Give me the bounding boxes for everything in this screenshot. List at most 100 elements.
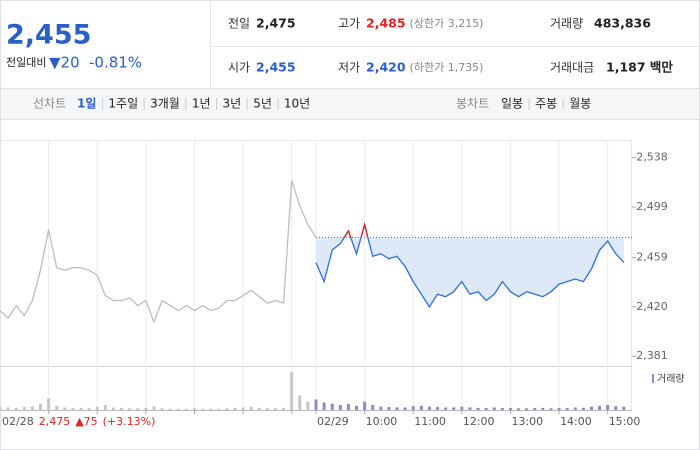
volume-bar xyxy=(290,372,294,410)
volume-bar xyxy=(346,404,350,410)
volume-bar xyxy=(565,407,569,410)
volume-bar xyxy=(265,408,269,410)
info-name: 거래량 xyxy=(550,17,583,31)
volume-bar xyxy=(622,406,626,410)
volume-bar xyxy=(136,408,140,410)
y-tick-label: 2,420 xyxy=(636,300,668,313)
tab-group-label: 선차트 xyxy=(33,97,66,111)
price-line xyxy=(0,180,317,324)
volume-bar xyxy=(257,407,261,410)
price-line-above-close xyxy=(343,222,369,238)
volume-bar xyxy=(306,401,310,410)
y-tick-label: 2,381 xyxy=(636,349,668,362)
info-name: 거래대금 xyxy=(550,61,594,75)
x-tick-label: 12:00 xyxy=(463,415,495,428)
period-tab[interactable]: 1일 xyxy=(77,97,96,111)
volume-bar xyxy=(152,406,156,410)
volume-bar xyxy=(47,398,51,410)
volume-bar xyxy=(322,402,326,410)
volume-bar xyxy=(387,407,391,410)
volume-bar xyxy=(581,407,585,410)
volume-bar xyxy=(0,406,2,410)
volume-bar xyxy=(160,408,164,410)
volume-bar xyxy=(549,408,553,410)
volume-bar xyxy=(492,407,496,410)
volume-bar xyxy=(517,408,521,410)
volume-bar xyxy=(395,407,399,410)
volume-bar xyxy=(103,404,107,410)
volume-bar xyxy=(209,408,213,410)
y-tick-label: 2,459 xyxy=(636,251,668,264)
y-tick-label: 2,499 xyxy=(636,200,668,213)
volume-bar xyxy=(192,408,196,410)
change-rate: -0.81% xyxy=(89,54,142,72)
volume-bar xyxy=(39,403,43,410)
volume-bar xyxy=(233,407,237,410)
volume-bar xyxy=(484,407,488,410)
volume-bar xyxy=(273,408,277,410)
volume-bar xyxy=(573,407,577,410)
volume-bar xyxy=(120,407,124,410)
volume-bar xyxy=(6,407,10,410)
legend-label: 거래량 xyxy=(657,373,685,385)
info-name: 고가 xyxy=(338,17,360,31)
info-value: 2,485 xyxy=(366,16,406,31)
volume-bar xyxy=(168,408,172,410)
volume-bar xyxy=(419,405,423,410)
volume-bar xyxy=(30,406,34,410)
volume-bar xyxy=(338,404,342,410)
volume-bar xyxy=(468,407,472,410)
volume-bar xyxy=(500,407,504,410)
period-tab[interactable]: 3개월 xyxy=(150,97,180,111)
period-tab[interactable]: 1주일 xyxy=(108,97,138,111)
volume-bar xyxy=(201,408,205,410)
volume-bar xyxy=(606,404,610,410)
period-tab[interactable]: 1년 xyxy=(192,97,211,111)
candle-tab[interactable]: 일봉 xyxy=(501,97,523,111)
volume-bar xyxy=(589,406,593,410)
volume-bar xyxy=(460,406,464,410)
tab-bar xyxy=(0,88,700,120)
info-name: 전일 xyxy=(228,17,250,31)
info-value: 1,187 백만 xyxy=(606,60,673,75)
x-tick-label: 10:00 xyxy=(366,415,398,428)
prev-day-date: 02/28 xyxy=(2,415,34,428)
volume-bar xyxy=(144,407,148,410)
info-note: (상한가 3,215) xyxy=(410,17,484,30)
info-value: 483,836 xyxy=(594,16,651,31)
volume-bar xyxy=(217,408,221,410)
volume-bar xyxy=(330,403,334,410)
volume-bar xyxy=(363,401,367,410)
volume-bar xyxy=(184,408,188,410)
candle-tab[interactable]: 월봉 xyxy=(569,97,591,111)
period-tab[interactable]: 5년 xyxy=(253,97,272,111)
info-value: 2,475 xyxy=(256,16,296,31)
candle-tab[interactable]: 주봉 xyxy=(535,97,557,111)
volume-bar xyxy=(427,406,431,410)
volume-bar xyxy=(525,408,529,410)
area-below-close xyxy=(316,237,624,307)
volume-bar xyxy=(403,407,407,410)
period-tab[interactable]: 3년 xyxy=(223,97,242,111)
change-label: 전일대비 xyxy=(6,55,46,69)
info-value: 2,420 xyxy=(366,60,406,75)
volume-bar xyxy=(87,408,91,410)
volume-bar xyxy=(598,405,602,410)
volume-bar xyxy=(55,405,59,410)
volume-bar xyxy=(14,407,18,410)
prev-day-close: 2,475 xyxy=(39,415,71,428)
info-value: 2,455 xyxy=(256,60,296,75)
x-tick-label: 02/29 xyxy=(317,415,349,428)
x-tick-label: 11:00 xyxy=(414,415,446,428)
volume-bar xyxy=(614,406,618,410)
period-tab[interactable]: 10년 xyxy=(284,97,310,111)
volume-bar xyxy=(176,408,180,410)
current-price: 2,455 xyxy=(6,20,91,51)
volume-bar xyxy=(314,399,318,410)
volume-bar xyxy=(71,407,75,410)
volume-bar xyxy=(225,408,229,410)
volume-bar xyxy=(541,407,545,410)
volume-bar xyxy=(249,406,253,410)
